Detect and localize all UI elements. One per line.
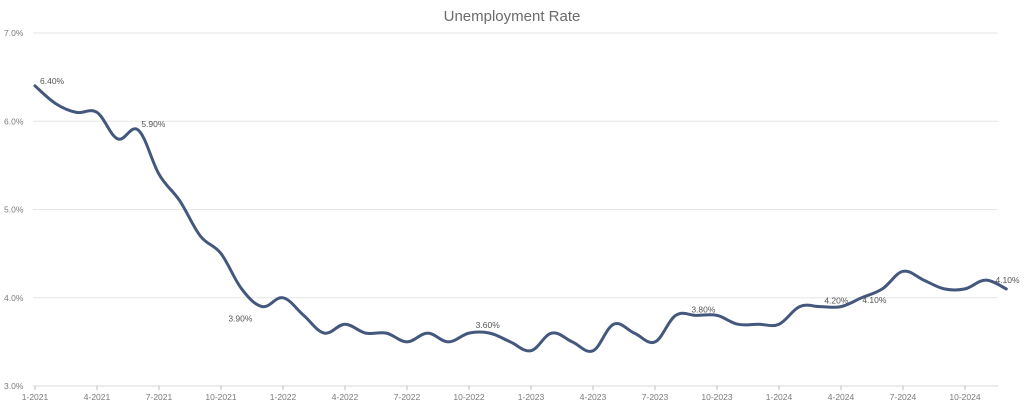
x-tick-label: 4-2024 (828, 392, 855, 402)
x-axis-tick-labels: 1-2021 4-2021 7-2021 10-2021 1-2022 4-2022 7-2… (22, 386, 981, 402)
x-tick-label: 4-2022 (332, 392, 359, 402)
y-tick-label: 6.0% (4, 116, 24, 126)
series-line-group (33, 84, 1008, 353)
x-tick-label: 7-2023 (642, 392, 669, 402)
x-tick-label: 10-2024 (949, 392, 980, 402)
y-tick-label: 3.0% (4, 381, 24, 391)
data-labels: 6.40% 5.90% 3.90% 3.60% 3.80% 4.20% 4.10% 4.10% (40, 76, 1020, 330)
x-tick-label: 10-2022 (453, 392, 484, 402)
data-label: 3.80% (691, 304, 716, 314)
y-tick-label: 7.0% (4, 28, 24, 38)
data-label: 3.90% (228, 314, 253, 324)
x-tick-label: 1-2021 (22, 392, 49, 402)
data-label: 6.40% (40, 76, 65, 86)
x-tick-label: 1-2022 (270, 392, 297, 402)
unemployment-rate-line (33, 84, 1008, 353)
y-tick-label: 4.0% (4, 293, 24, 303)
y-tick-label: 5.0% (4, 205, 24, 215)
data-label: 4.20% (824, 296, 849, 306)
data-label: 5.90% (141, 119, 166, 129)
x-tick-label: 4-2021 (84, 392, 111, 402)
x-tick-label: 1-2023 (518, 392, 545, 402)
gridlines (33, 32, 998, 387)
x-tick-label: 4-2023 (580, 392, 607, 402)
chart-title: Unemployment Rate (444, 8, 581, 25)
x-tick-label: 7-2024 (890, 392, 917, 402)
data-label: 4.10% (995, 275, 1020, 285)
y-axis-tick-labels: 3.0% 4.0% 5.0% 6.0% 7.0% (4, 28, 24, 391)
data-label: 4.10% (862, 295, 887, 305)
x-tick-label: 10-2023 (701, 392, 732, 402)
x-tick-label: 7-2021 (146, 392, 173, 402)
data-label: 3.60% (476, 320, 501, 330)
x-tick-label: 7-2022 (394, 392, 421, 402)
x-tick-label: 1-2024 (766, 392, 793, 402)
x-tick-label: 10-2021 (205, 392, 236, 402)
